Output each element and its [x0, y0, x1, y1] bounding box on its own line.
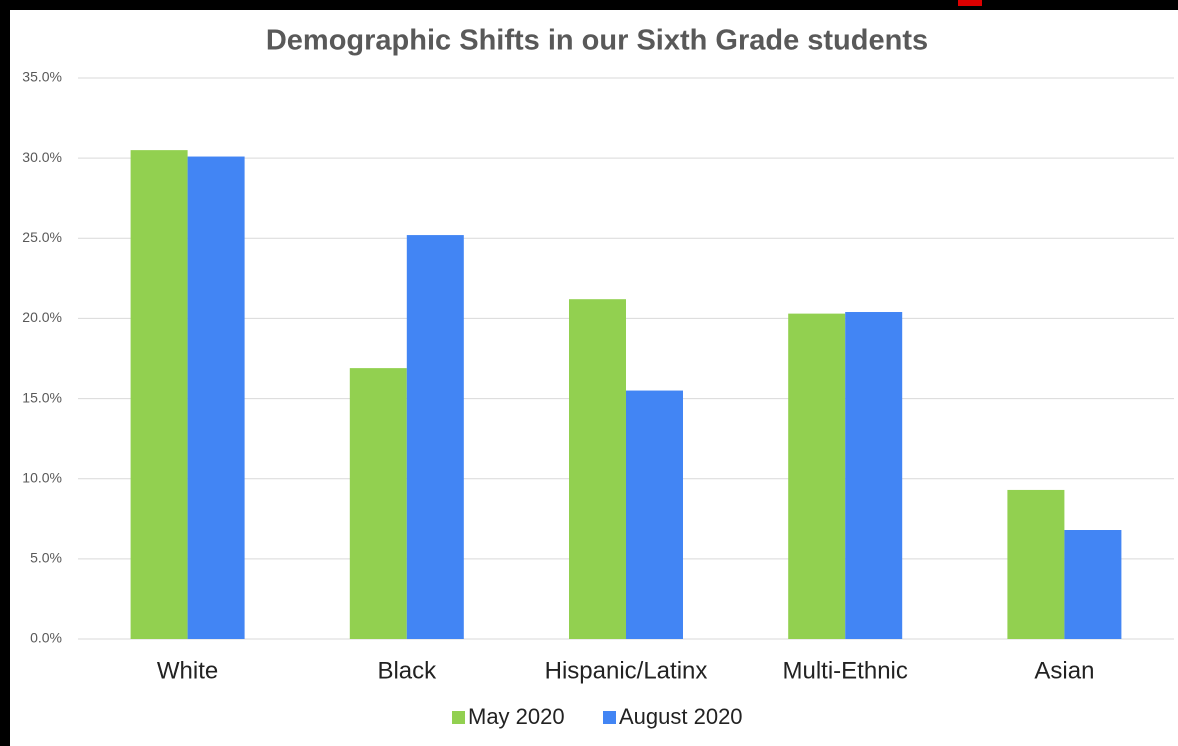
x-tick-label: Black	[377, 657, 437, 684]
bar	[569, 299, 626, 639]
legend-label: August 2020	[619, 704, 743, 729]
y-tick-label: 10.0%	[22, 469, 62, 485]
x-tick-label: White	[157, 657, 218, 684]
chart-title: Demographic Shifts in our Sixth Grade st…	[266, 25, 928, 57]
bar	[349, 368, 407, 639]
bar	[1064, 530, 1122, 639]
y-tick-label: 15.0%	[22, 389, 62, 405]
legend-swatch	[452, 711, 465, 724]
y-tick-label: 20.0%	[22, 309, 62, 325]
bar	[130, 150, 188, 639]
bar	[788, 313, 846, 639]
y-tick-label: 5.0%	[30, 550, 62, 566]
legend-label: May 2020	[468, 704, 565, 729]
y-tick-label: 30.0%	[22, 149, 62, 165]
x-tick-label: Asian	[1034, 657, 1094, 684]
y-tick-label: 0.0%	[30, 630, 62, 646]
red-marker	[958, 0, 982, 6]
bar	[406, 235, 464, 639]
bar	[1007, 489, 1065, 639]
x-tick-label: Hispanic/Latinx	[545, 657, 708, 684]
y-tick-label: 35.0%	[22, 69, 62, 85]
bar	[845, 312, 903, 639]
y-tick-label: 25.0%	[22, 229, 62, 245]
x-tick-label: Multi-Ethnic	[783, 657, 908, 684]
bar	[187, 156, 245, 640]
bar	[626, 390, 683, 639]
legend-swatch	[603, 711, 616, 724]
